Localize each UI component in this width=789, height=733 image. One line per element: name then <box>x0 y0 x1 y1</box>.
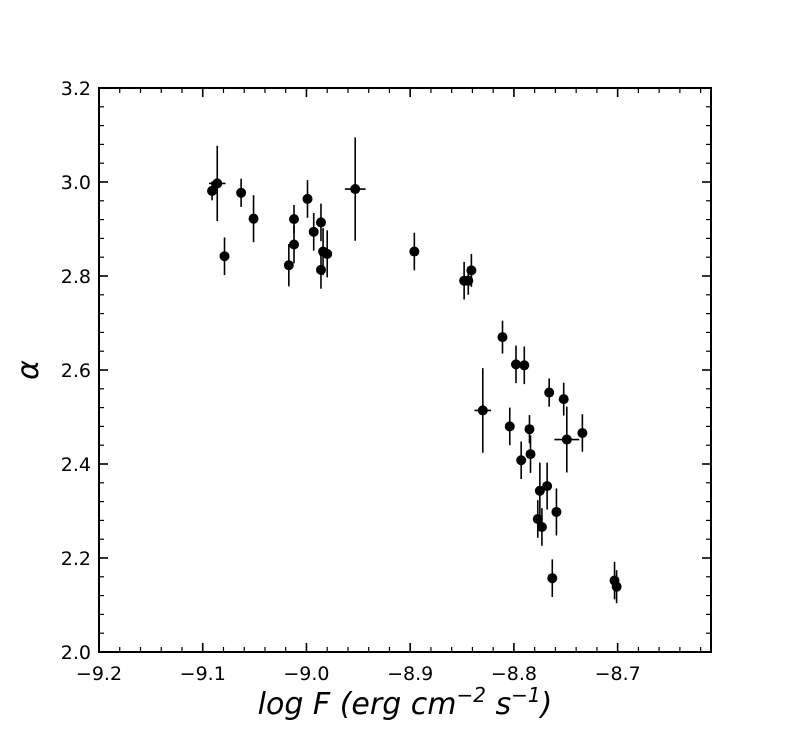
point-marker <box>289 239 300 250</box>
data-point <box>289 225 300 264</box>
data-point <box>510 345 521 384</box>
point-marker <box>308 226 319 237</box>
x-tick-label: −9.0 <box>283 663 329 685</box>
point-marker <box>212 178 223 189</box>
point-marker <box>350 184 361 195</box>
x-tick-label: −9.2 <box>76 663 122 685</box>
point-marker <box>547 573 558 584</box>
point-marker <box>248 213 259 224</box>
x-axis-label-mid: s <box>486 687 511 722</box>
y-axis-label: α <box>11 360 46 380</box>
point-marker <box>504 421 515 432</box>
point-marker <box>466 265 477 276</box>
point-marker <box>219 251 230 262</box>
data-point <box>577 414 588 452</box>
data-point <box>558 382 569 416</box>
data-point <box>283 244 294 287</box>
point-marker <box>536 521 547 532</box>
y-tick-label: 3.2 <box>61 78 91 100</box>
point-marker <box>551 506 562 517</box>
x-axis-label: log F (erg cm−2 s−1) <box>258 683 553 722</box>
data-point <box>409 232 420 271</box>
data-point <box>466 253 477 287</box>
point-marker <box>561 434 572 445</box>
point-marker <box>283 260 294 271</box>
data-point <box>248 195 259 243</box>
point-marker <box>519 360 530 371</box>
point-marker <box>315 264 326 275</box>
data-point <box>504 407 515 446</box>
x-tick-label: −8.8 <box>491 663 537 685</box>
data-point <box>547 559 558 598</box>
data-point <box>344 137 366 241</box>
data-point <box>516 441 527 480</box>
point-marker <box>207 185 218 196</box>
y-tick-label: 3.0 <box>61 172 91 194</box>
data-point <box>551 488 562 536</box>
data-points <box>207 137 622 604</box>
data-point <box>236 178 247 207</box>
y-tick-label: 2.4 <box>61 454 91 476</box>
tick-labels: −9.2 −9.1 −9.0 −8.9 −8.8 −8.7 2.0 2.2 2.4 2.6 2.8 3… <box>61 78 641 685</box>
data-point <box>519 346 530 385</box>
point-marker <box>289 214 300 225</box>
point-marker <box>236 187 247 198</box>
point-marker <box>542 481 553 492</box>
x-axis-label-exp1: −2 <box>457 683 486 707</box>
data-point <box>611 570 622 604</box>
data-point <box>497 320 508 354</box>
point-marker <box>497 332 508 343</box>
point-marker <box>477 405 488 416</box>
point-marker <box>544 387 555 398</box>
point-marker <box>525 449 536 460</box>
point-marker <box>510 359 521 370</box>
x-tick-label: −9.1 <box>180 663 226 685</box>
data-point <box>525 435 536 473</box>
data-point <box>524 415 535 444</box>
point-marker <box>322 248 333 259</box>
y-tick-label: 2.2 <box>61 548 91 570</box>
data-point <box>474 368 492 453</box>
data-point <box>208 145 226 222</box>
x-axis-label-exp2: −1 <box>511 683 540 707</box>
y-tick-label: 2.6 <box>61 360 91 382</box>
data-point <box>308 213 319 251</box>
data-point <box>544 378 555 407</box>
data-point <box>207 181 218 201</box>
data-point <box>536 508 547 546</box>
point-marker <box>315 217 326 228</box>
point-marker <box>302 193 313 204</box>
point-marker <box>409 246 420 257</box>
data-point <box>302 180 313 218</box>
data-point <box>534 462 545 519</box>
x-tick-label: −8.7 <box>595 663 641 685</box>
data-point <box>315 203 326 242</box>
plot-frame <box>98 87 712 653</box>
data-point <box>322 230 333 278</box>
data-point <box>554 406 580 473</box>
y-tick-label: 2.0 <box>61 642 91 664</box>
y-tick-label: 2.8 <box>61 266 91 288</box>
x-axis-label-text: log F (erg cm <box>258 687 457 722</box>
data-point <box>542 462 553 510</box>
point-marker <box>558 394 569 405</box>
x-axis-label-end: ) <box>539 687 553 722</box>
data-point <box>219 237 230 276</box>
x-tick-label: −8.9 <box>387 663 433 685</box>
point-marker <box>524 424 535 435</box>
point-marker <box>611 581 622 592</box>
point-marker <box>516 455 527 466</box>
point-marker <box>534 485 545 496</box>
point-marker <box>577 427 588 438</box>
